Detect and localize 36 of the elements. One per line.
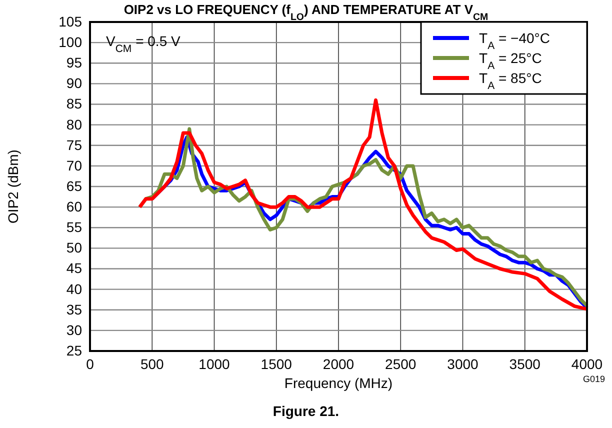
y-tick-label: 35 (66, 301, 82, 318)
x-tick-label: 1000 (198, 356, 230, 372)
y-tick-label: 50 (66, 240, 82, 256)
x-tick-label: 2000 (322, 356, 354, 372)
y-tick-label: 100 (58, 34, 82, 50)
chart-title: OIP2 vs LO FREQUENCY (f$_{LO}$) AND TEMPERATURE AT V$_{CM}$ (124, 2, 488, 22)
y-tick-label: 55 (66, 219, 82, 236)
y-tick-label: 60 (66, 198, 82, 215)
x-tick-label: 0 (86, 356, 94, 372)
y-tick-label: 90 (66, 75, 82, 92)
x-tick-label: 1500 (260, 356, 292, 372)
y-tick-label: 95 (66, 54, 82, 71)
y-tick-label: 25 (66, 342, 82, 358)
annotation: V$_{CM}$ = 0.5 V (106, 33, 181, 55)
x-tick-label: 3000 (447, 356, 479, 372)
y-tick-label: 85 (66, 96, 82, 112)
y-tick-label: 75 (66, 136, 82, 153)
y-tick-label: 70 (66, 157, 82, 174)
x-axis-title: Frequency (MHz) (284, 375, 393, 391)
legend-label: T$_{A}$ = 25°C (479, 50, 542, 72)
text: G019 (582, 374, 605, 384)
y-tick-label: 105 (58, 13, 82, 30)
x-tick-label: 4000 (571, 356, 603, 372)
y-tick-label: 40 (66, 280, 82, 297)
x-tick-label: 500 (140, 356, 164, 372)
x-tick-label: 3500 (509, 356, 541, 372)
line-series (138, 98, 589, 311)
y-axis-title: OIP2 (dBm) (5, 150, 21, 224)
legend-label: T$_{A}$ = 85°C (479, 70, 542, 92)
y-tick-label: 65 (66, 178, 82, 194)
y-tick-label: 80 (66, 116, 82, 132)
x-tick-label: 2500 (385, 356, 416, 372)
y-tick-label: 45 (66, 260, 82, 276)
legend-label: T$_{A}$ = −40°C (479, 30, 550, 52)
caption: Figure 21. (272, 403, 340, 419)
y-tick-label: 30 (66, 322, 82, 338)
